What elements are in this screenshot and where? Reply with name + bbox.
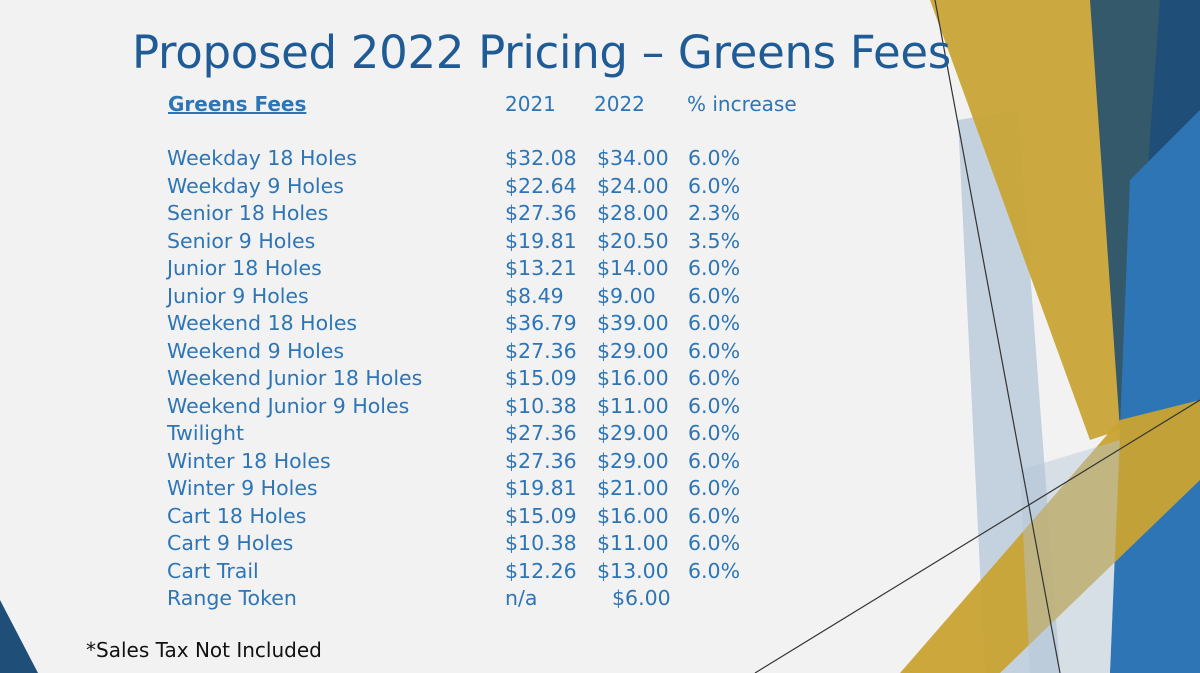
percent-increase: 6.0% — [688, 476, 741, 500]
table-row: Twilight $27.36 $29.00 6.0% — [0, 421, 900, 449]
fee-name: Weekday 18 Holes — [167, 146, 357, 170]
fee-name: Cart 9 Holes — [167, 531, 294, 555]
pricing-table: Weekday 18 Holes $32.08 $34.00 6.0% Week… — [0, 146, 900, 614]
percent-increase: 6.0% — [688, 146, 741, 170]
table-row: Senior 9 Holes $19.81 $20.50 3.5% — [0, 229, 900, 257]
table-row: Winter 18 Holes $27.36 $29.00 6.0% — [0, 449, 900, 477]
price-2022: $21.00 — [597, 476, 669, 500]
column-header-greens-fees: Greens Fees — [168, 92, 307, 116]
percent-increase: 6.0% — [688, 366, 741, 390]
table-row: Weekday 18 Holes $32.08 $34.00 6.0% — [0, 146, 900, 174]
light-blue-overlay — [1020, 440, 1120, 673]
price-2022: $16.00 — [597, 503, 669, 528]
price-2021: $32.08 — [505, 146, 577, 170]
price-2021: $27.36 — [505, 338, 577, 363]
price-2021: $8.49 — [505, 283, 564, 308]
table-row: Weekend Junior 18 Holes $15.09 $16.00 6.… — [0, 366, 900, 394]
table-row: Weekend 9 Holes $27.36 $29.00 6.0% — [0, 339, 900, 367]
price-2022: $29.00 — [597, 421, 669, 445]
fee-name: Cart 18 Holes — [167, 503, 307, 528]
price-2021: $27.36 — [505, 448, 577, 473]
price-2021: $15.09 — [505, 366, 577, 390]
price-2021: $10.38 — [505, 531, 577, 555]
price-2022: $11.00 — [597, 531, 669, 555]
percent-increase: 6.0% — [688, 393, 741, 418]
price-2021: $19.81 — [505, 476, 577, 500]
price-2021: $10.38 — [505, 393, 577, 418]
table-row: Range Token n/a $6.00 — [0, 586, 900, 614]
fee-name: Weekend 9 Holes — [167, 338, 345, 363]
percent-increase: 6.0% — [688, 448, 741, 473]
percent-increase: 6.0% — [688, 338, 741, 363]
percent-increase: 3.5% — [688, 228, 741, 253]
fee-name: Senior 9 Holes — [167, 228, 316, 253]
fee-name: Weekend Junior 18 Holes — [167, 366, 423, 390]
fee-name: Junior 18 Holes — [167, 256, 322, 280]
percent-increase: 2.3% — [688, 201, 741, 225]
price-2021: $36.79 — [505, 311, 577, 335]
price-2022: $24.00 — [597, 173, 669, 198]
percent-increase: 6.0% — [688, 558, 741, 583]
price-2021: $13.21 — [505, 256, 577, 280]
table-row: Senior 18 Holes $27.36 $28.00 2.3% — [0, 201, 900, 229]
column-header-2021: 2021 — [505, 92, 556, 116]
price-2021: $19.81 — [505, 228, 577, 253]
table-row: Weekend 18 Holes $36.79 $39.00 6.0% — [0, 311, 900, 339]
price-2022: $29.00 — [597, 448, 669, 473]
table-row: Cart 18 Holes $15.09 $16.00 6.0% — [0, 504, 900, 532]
fee-name: Twilight — [167, 421, 245, 445]
fee-name: Senior 18 Holes — [167, 201, 329, 225]
price-2021: $27.36 — [505, 201, 577, 225]
percent-increase: 6.0% — [688, 531, 741, 555]
column-header-2022: 2022 — [594, 92, 645, 116]
gold-band-lower — [900, 400, 1200, 673]
percent-increase: 6.0% — [688, 173, 741, 198]
sales-tax-note: *Sales Tax Not Included — [86, 638, 322, 662]
percent-increase: 6.0% — [688, 256, 741, 280]
price-2022: $13.00 — [597, 558, 669, 583]
percent-increase: 6.0% — [688, 311, 741, 335]
fee-name: Winter 9 Holes — [167, 476, 318, 500]
price-2022: $16.00 — [597, 366, 669, 390]
fee-name: Weekday 9 Holes — [167, 173, 344, 198]
column-header-increase: % increase — [687, 92, 797, 116]
percent-increase: 6.0% — [688, 283, 741, 308]
price-2022: $20.50 — [597, 228, 669, 253]
price-2022: $34.00 — [597, 146, 669, 170]
fee-name: Junior 9 Holes — [167, 283, 309, 308]
percent-increase: 6.0% — [688, 503, 741, 528]
table-row: Weekday 9 Holes $22.64 $24.00 6.0% — [0, 174, 900, 202]
price-2022: $14.00 — [597, 256, 669, 280]
price-2021: $12.26 — [505, 558, 577, 583]
fee-name: Winter 18 Holes — [167, 448, 331, 473]
price-2022: $28.00 — [597, 201, 669, 225]
price-2022: $29.00 — [597, 338, 669, 363]
fee-name: Range Token — [167, 586, 297, 610]
table-row: Weekend Junior 9 Holes $10.38 $11.00 6.0… — [0, 394, 900, 422]
percent-increase: 6.0% — [688, 421, 741, 445]
price-2021: $22.64 — [505, 173, 577, 198]
table-row: Cart Trail $12.26 $13.00 6.0% — [0, 559, 900, 587]
thin-diagonal-line-1 — [934, 0, 1061, 673]
table-row: Junior 18 Holes $13.21 $14.00 6.0% — [0, 256, 900, 284]
left-edge-blue-shape — [0, 600, 38, 673]
fee-name: Weekend Junior 9 Holes — [167, 393, 410, 418]
fee-name: Cart Trail — [167, 558, 259, 583]
table-row: Cart 9 Holes $10.38 $11.00 6.0% — [0, 531, 900, 559]
fee-name: Weekend 18 Holes — [167, 311, 358, 335]
price-2022: $39.00 — [597, 311, 669, 335]
table-row: Winter 9 Holes $19.81 $21.00 6.0% — [0, 476, 900, 504]
price-2022: $11.00 — [597, 393, 669, 418]
price-2021: $27.36 — [505, 421, 577, 445]
table-row: Junior 9 Holes $8.49 $9.00 6.0% — [0, 284, 900, 312]
price-2021: $15.09 — [505, 503, 577, 528]
thin-diagonal-line-2 — [754, 399, 1200, 673]
price-2022: $9.00 — [597, 283, 656, 308]
price-2022: $6.00 — [612, 586, 671, 610]
price-2021: n/a — [505, 586, 538, 610]
slide-title: Proposed 2022 Pricing – Greens Fees — [132, 26, 951, 79]
